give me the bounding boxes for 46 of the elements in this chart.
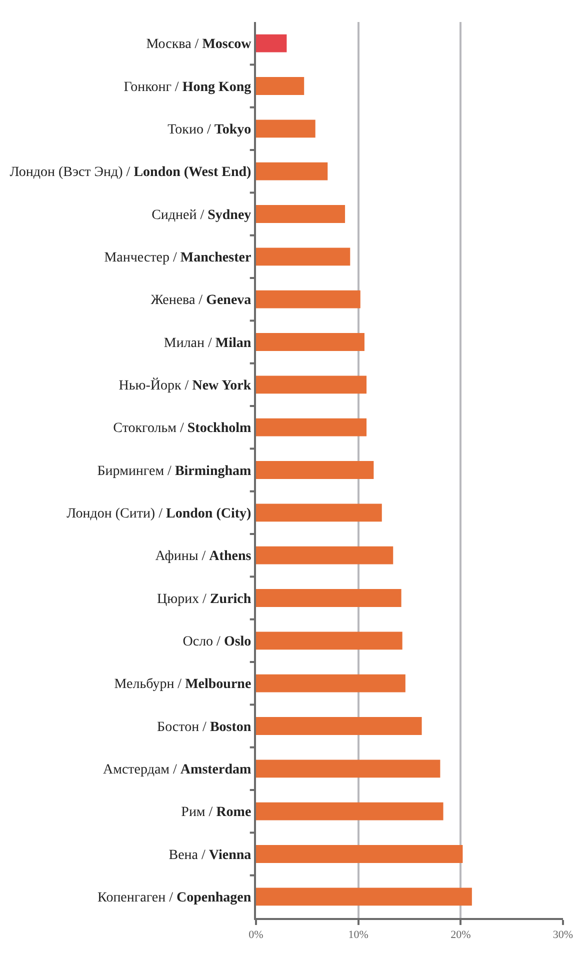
y-tick-label: Нью-Йорк / New York — [118, 378, 252, 394]
x-tick-label: 0% — [248, 929, 264, 942]
y-tick-label: Афины / Athens — [155, 549, 252, 564]
y-tick-label: Осло / Oslo — [182, 634, 252, 650]
bar — [256, 77, 304, 95]
bar — [256, 461, 374, 479]
bar — [256, 205, 346, 223]
y-tick-label: Токио / Tokyo — [168, 122, 252, 138]
y-tick-label: Рим / Rome — [181, 805, 252, 820]
y-tick-label: Сидней / Sydney — [152, 208, 252, 223]
y-tick-label: Гонконг / Hong Kong — [124, 80, 252, 95]
x-tick-label: 30% — [552, 929, 574, 942]
bar — [256, 802, 444, 820]
y-tick-label: Манчестер / Manchester — [104, 250, 252, 266]
bar — [256, 418, 367, 436]
y-tick-label: Лондон (Сити) / London (City) — [66, 506, 252, 522]
bar — [256, 34, 287, 52]
y-tick-label: Бирмингем / Birmingham — [97, 464, 252, 479]
y-tick-label: Вена / Vienna — [168, 848, 252, 863]
y-tick-label: Бостон / Boston — [157, 720, 252, 735]
bar — [256, 333, 364, 351]
bar — [256, 290, 360, 308]
bar — [256, 760, 440, 778]
bar — [256, 674, 406, 692]
y-tick-label: Амстердам / Amsterdam — [103, 762, 252, 778]
y-tick-label: Мельбурн / Melbourne — [114, 677, 252, 692]
bar — [256, 504, 382, 522]
bar — [256, 376, 367, 394]
bar — [256, 546, 394, 564]
bar — [256, 120, 316, 138]
y-tick-label: Женева / Geneva — [150, 293, 252, 308]
y-tick-label: Москва / Moscow — [146, 37, 252, 52]
bar — [256, 845, 463, 863]
y-tick-label: Милан / Milan — [164, 336, 252, 351]
y-tick-label: Лондон (Вэст Энд) / London (West End) — [10, 165, 252, 180]
bar — [256, 589, 402, 607]
bar — [256, 162, 328, 180]
x-tick-label: 20% — [450, 929, 471, 942]
bar — [256, 888, 472, 906]
bar — [256, 248, 350, 266]
bar — [256, 632, 402, 650]
y-tick-label: Копенгаген / Copenhagen — [98, 890, 252, 906]
y-tick-label: Цюрих / Zurich — [157, 592, 252, 607]
y-tick-label: Стокгольм / Stockholm — [113, 421, 252, 436]
x-tick-label: 10% — [348, 929, 368, 942]
bar — [256, 717, 422, 735]
